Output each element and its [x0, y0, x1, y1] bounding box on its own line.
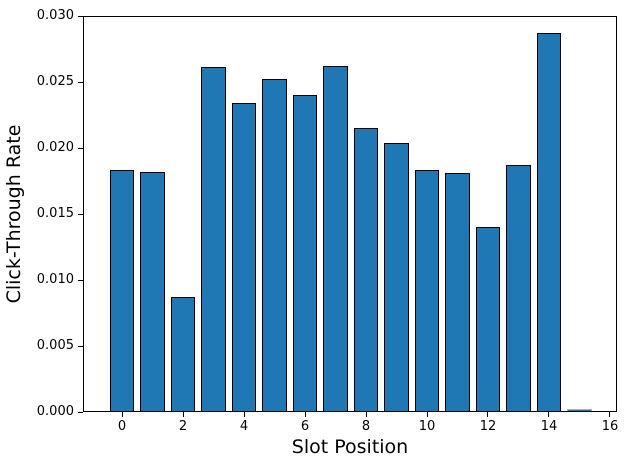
y-tick-label: 0.030 — [36, 8, 74, 23]
y-tick-mark — [78, 279, 83, 281]
x-tick-label: 8 — [361, 419, 371, 434]
x-tick-label: 2 — [178, 419, 188, 434]
bar-slot-6 — [292, 95, 318, 412]
bar-slot-1 — [140, 171, 165, 412]
x-tick-mark — [365, 412, 367, 417]
y-tick-label: 0.015 — [36, 206, 74, 221]
bar-slot-11 — [445, 173, 470, 412]
x-tick-label: 6 — [300, 419, 310, 434]
bar-slot-10 — [414, 170, 440, 412]
x-tick-label: 14 — [540, 419, 558, 434]
y-tick-mark — [78, 81, 83, 83]
x-tick-mark — [304, 412, 306, 417]
x-tick-label: 10 — [418, 419, 436, 434]
y-tick-mark — [78, 345, 83, 347]
y-tick-mark — [78, 147, 83, 149]
x-tick-mark — [182, 412, 184, 417]
bar-slot-12 — [475, 227, 501, 412]
x-tick-label: 0 — [117, 419, 127, 434]
bar-slot-9 — [384, 142, 409, 412]
bar-slot-7 — [323, 66, 348, 412]
y-tick-mark — [78, 411, 83, 413]
y-tick-label: 0.025 — [36, 74, 74, 89]
x-tick-mark — [121, 412, 123, 417]
x-axis-label: Slot Position — [291, 436, 409, 458]
x-tick-mark — [548, 412, 550, 417]
y-tick-mark — [78, 213, 83, 215]
bar-slot-0 — [109, 170, 135, 412]
y-tick-label: 0.000 — [36, 404, 74, 419]
bar-slot-8 — [353, 128, 379, 412]
bar-slot-2 — [170, 297, 196, 412]
y-tick-mark — [78, 15, 83, 17]
x-tick-mark — [609, 412, 611, 417]
y-tick-label: 0.005 — [36, 338, 74, 353]
y-tick-label: 0.020 — [36, 140, 74, 155]
x-tick-label: 12 — [479, 419, 497, 434]
bar-slot-15 — [567, 409, 592, 412]
y-tick-label: 0.010 — [36, 272, 74, 287]
x-tick-mark — [426, 412, 428, 417]
y-axis-label: Click-Through Rate — [3, 124, 25, 304]
x-tick-mark — [243, 412, 245, 417]
plot-area — [83, 16, 617, 412]
x-tick-label: 4 — [239, 419, 249, 434]
bar-slot-3 — [201, 67, 226, 412]
x-tick-label: 16 — [601, 419, 619, 434]
x-tick-mark — [487, 412, 489, 417]
bar-slot-13 — [506, 165, 531, 412]
bar-slot-14 — [536, 33, 562, 412]
bar-slot-4 — [231, 103, 257, 412]
bar-slot-5 — [262, 79, 287, 412]
